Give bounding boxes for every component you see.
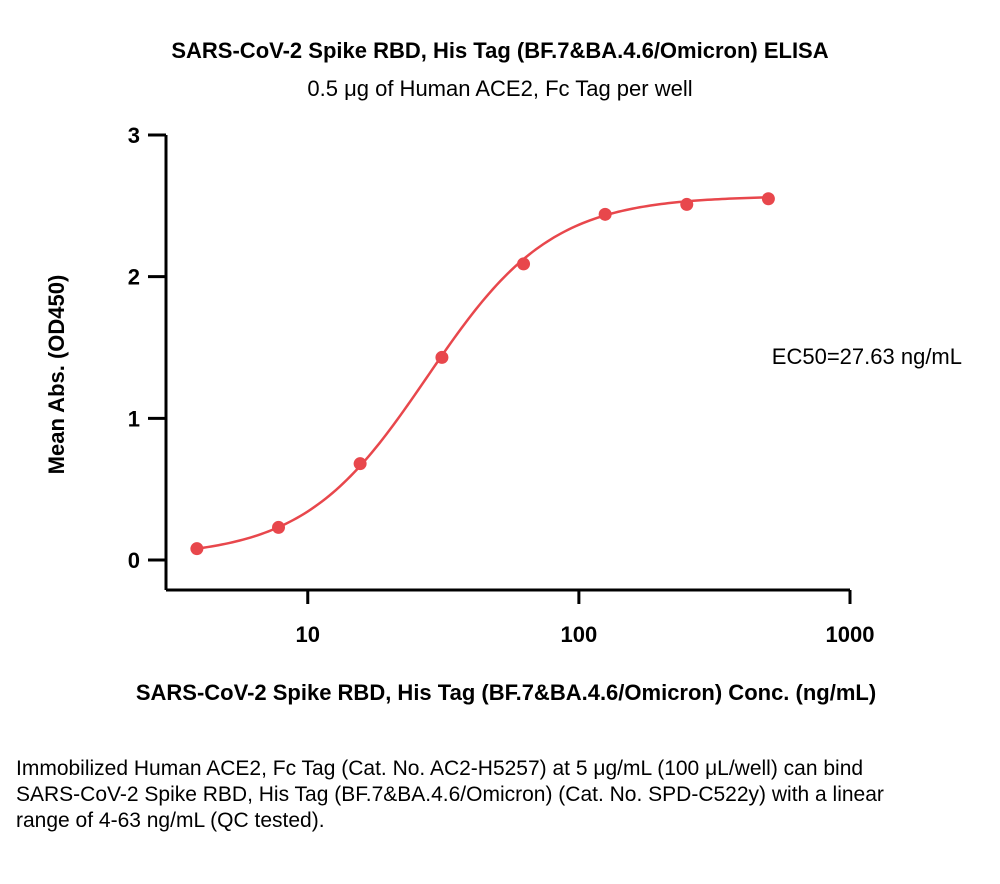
ec50-annotation: EC50=27.63 ng/mL xyxy=(772,344,962,369)
x-tick-label: 1000 xyxy=(826,622,875,647)
chart-title: SARS-CoV-2 Spike RBD, His Tag (BF.7&BA.4… xyxy=(171,38,829,63)
y-tick-label: 2 xyxy=(128,265,140,290)
y-tick-label: 0 xyxy=(128,548,140,573)
fit-curve xyxy=(196,196,769,550)
data-point xyxy=(435,350,449,364)
data-point xyxy=(190,542,204,556)
data-point xyxy=(761,192,775,206)
data-point xyxy=(353,457,367,471)
data-point xyxy=(272,520,286,534)
figure-caption: Immobilized Human ACE2, Fc Tag (Cat. No.… xyxy=(16,757,884,832)
x-ticks: 10 100 1000 xyxy=(296,590,875,647)
y-axis-title: Mean Abs. (OD450) xyxy=(44,275,69,475)
y-tick-label: 3 xyxy=(128,123,140,148)
chart-subtitle: 0.5 μg of Human ACE2, Fc Tag per well xyxy=(307,76,693,101)
elisa-chart: 0 1 2 3 10 100 1000 Mean Abs. (OD450) SARS-Co… xyxy=(44,123,962,705)
data-point xyxy=(598,207,612,221)
x-tick-label: 10 xyxy=(296,622,320,647)
y-tick-label: 1 xyxy=(128,406,140,431)
y-ticks: 0 1 2 3 xyxy=(128,123,166,573)
data-points xyxy=(190,192,775,556)
x-axis-title: SARS-CoV-2 Spike RBD, His Tag (BF.7&BA.4… xyxy=(136,680,876,705)
data-point xyxy=(680,197,694,211)
x-tick-label: 100 xyxy=(561,622,598,647)
data-point xyxy=(517,257,531,271)
axes xyxy=(164,135,850,592)
